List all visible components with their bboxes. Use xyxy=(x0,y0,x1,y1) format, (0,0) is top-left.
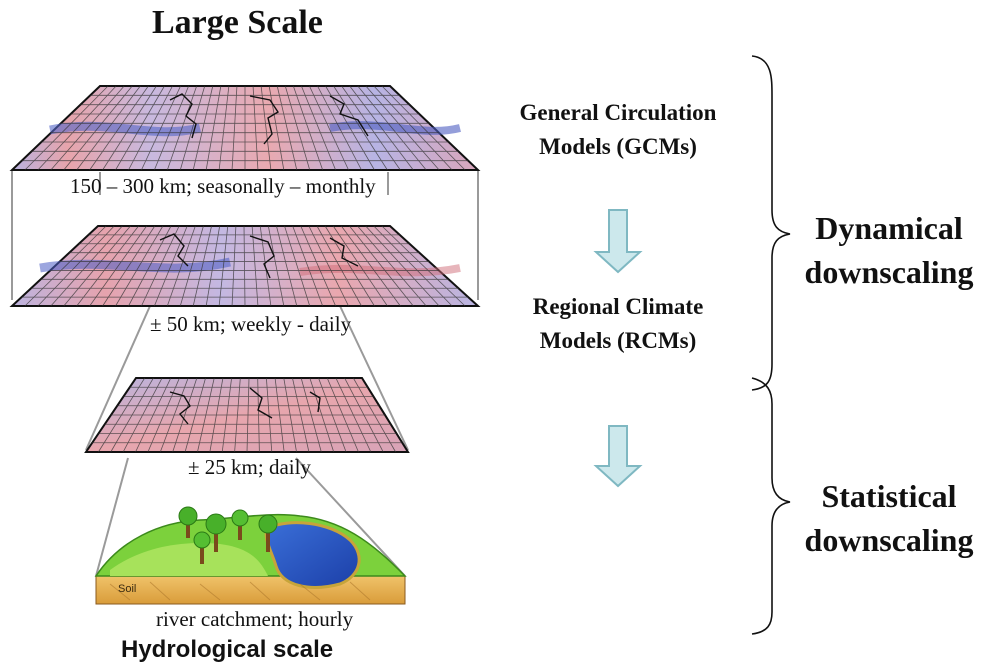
local-map-layer xyxy=(84,377,410,453)
dynamical-downscaling-label: Dynamical downscaling xyxy=(804,210,974,290)
large-scale-title: Large Scale xyxy=(152,4,323,41)
layer-connectors xyxy=(11,170,479,577)
global-map-layer xyxy=(9,85,481,171)
arrow-rcm-to-statistical xyxy=(593,425,643,488)
layer-1-label: 150 – 300 km; seasonally – monthly xyxy=(70,174,376,198)
catchment-landscape xyxy=(94,506,407,605)
tree-icons xyxy=(178,506,278,564)
rcm-label: Regional Climate Models (RCMs) xyxy=(532,294,704,353)
regional-map-layer xyxy=(9,225,481,307)
layer-3-label: ± 25 km; daily xyxy=(188,455,311,479)
soil-label: Soil xyxy=(118,583,137,595)
layer-4-label: river catchment; hourly xyxy=(156,607,354,631)
hydrological-scale-title: Hydrological scale xyxy=(121,636,334,663)
layer-2-label: ± 50 km; weekly - daily xyxy=(150,312,352,336)
statistical-downscaling-label: Statistical downscaling xyxy=(804,478,974,558)
statistical-brace xyxy=(751,377,791,635)
gcm-label: General Circulation Models (GCMs) xyxy=(519,100,717,159)
dynamical-brace xyxy=(751,55,791,391)
arrow-gcm-to-rcm xyxy=(593,209,643,274)
